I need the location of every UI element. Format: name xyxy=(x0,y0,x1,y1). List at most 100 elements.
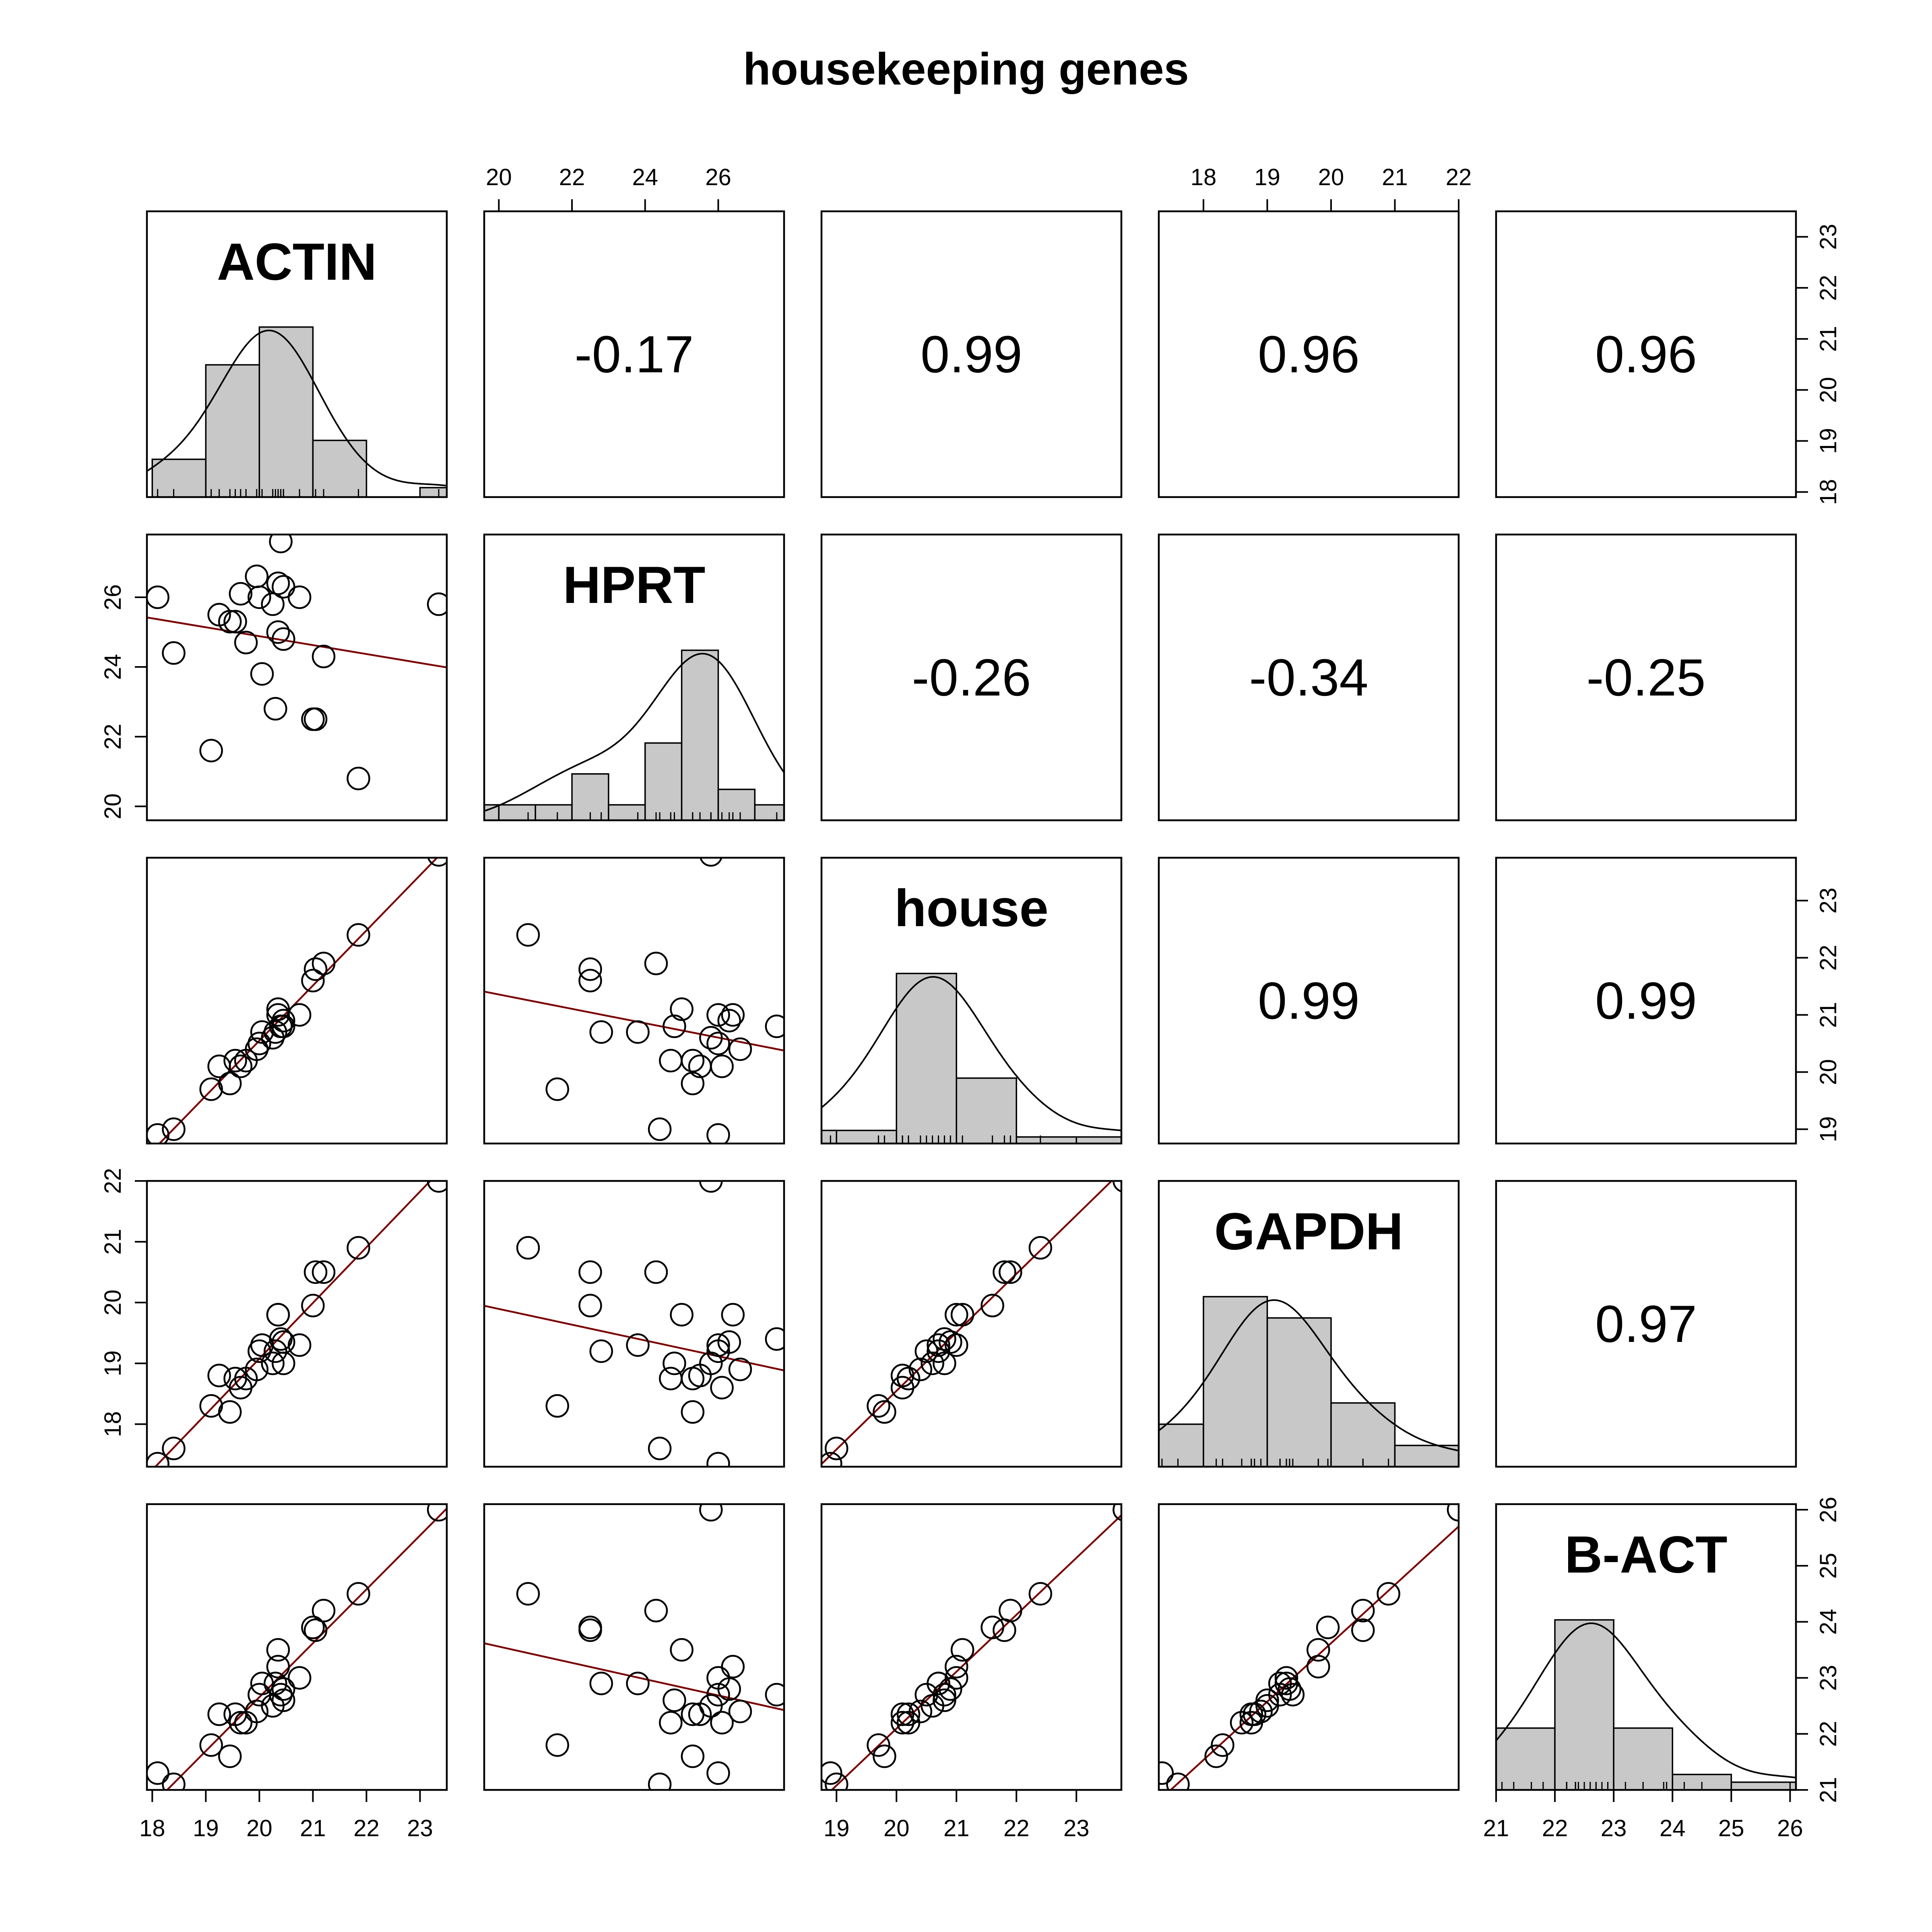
scatter-point xyxy=(896,1702,921,1726)
scatter-point xyxy=(648,1772,672,1790)
histogram xyxy=(1159,1296,1459,1467)
histogram xyxy=(147,326,447,497)
scatter-point xyxy=(266,1655,290,1678)
scatter-point xyxy=(312,952,336,975)
scatter-point xyxy=(699,1026,723,1050)
variable-label: ACTIN xyxy=(217,232,377,291)
histogram-bar xyxy=(1159,1423,1204,1467)
scatter-point xyxy=(1028,1236,1053,1260)
correlation-label: 0.99 xyxy=(1595,971,1697,1030)
x-axis-B-ACT: 21 22 23 24 25 26 xyxy=(1483,1789,1803,1841)
tick-label: 22 xyxy=(559,164,585,190)
tick-label: 26 xyxy=(1815,1497,1841,1523)
scatter-point xyxy=(347,1236,370,1260)
scatter-point xyxy=(1166,1772,1190,1790)
scatter xyxy=(1159,1504,1459,1790)
scatter-point xyxy=(199,1733,223,1757)
correlation-label: -0.25 xyxy=(1586,648,1705,707)
scatter-point xyxy=(1307,1655,1330,1678)
scatter-point xyxy=(245,1699,268,1724)
y-axis-HPRT: 20 22 24 26 xyxy=(100,584,148,819)
tick-label: 19 xyxy=(824,1815,850,1841)
tick-label: 23 xyxy=(1601,1815,1627,1841)
density-curve xyxy=(822,976,1121,1131)
scatter-point xyxy=(1028,1582,1053,1606)
scatter-point xyxy=(427,1181,447,1193)
panel-frame xyxy=(1158,533,1460,822)
histogram-bar xyxy=(1330,1402,1396,1467)
scatter-point xyxy=(945,1333,968,1357)
panel-HPRT-HPRT: HPRT xyxy=(483,533,785,822)
panel-house-GAPDH: 0.99 xyxy=(1158,857,1460,1145)
x-axis-house: 19 20 21 22 23 xyxy=(824,1789,1090,1841)
tick-label: 20 xyxy=(1815,1059,1841,1085)
scatter-point xyxy=(266,1638,290,1662)
scatter-point xyxy=(699,1694,723,1718)
scatter-point xyxy=(234,631,258,654)
scatter-point xyxy=(218,610,242,634)
scatter-point xyxy=(921,1351,944,1375)
scatter-point xyxy=(287,1003,312,1027)
scatter-point xyxy=(223,1049,247,1073)
histogram-bar xyxy=(754,804,784,820)
scatter-point xyxy=(303,957,328,981)
tick-label: 22 xyxy=(1815,1721,1841,1747)
scatter-point xyxy=(1281,1683,1305,1707)
panel-frame xyxy=(146,1503,448,1791)
panel-GAPDH-HPRT xyxy=(483,1180,785,1468)
correlation-label: 0.99 xyxy=(921,325,1022,384)
scatter-point xyxy=(301,969,325,993)
scatter-point xyxy=(147,1761,169,1785)
correlation-label: -0.17 xyxy=(574,325,694,384)
panel-B-ACT-HPRT xyxy=(483,1503,785,1791)
scatter-point xyxy=(578,1260,602,1284)
scatter-point xyxy=(933,1327,956,1351)
tick-label: 23 xyxy=(1815,224,1841,250)
scatter-point xyxy=(706,1761,730,1785)
scatter-point xyxy=(250,1020,274,1044)
tick-label: 22 xyxy=(353,1815,380,1841)
scatter-point xyxy=(728,1699,752,1724)
scatter-point xyxy=(245,564,268,588)
panel-HPRT-B-ACT: -0.25 xyxy=(1495,533,1797,822)
tick-label: 22 xyxy=(1446,164,1472,190)
panel-HPRT-ACTIN xyxy=(146,533,448,822)
scatter-point xyxy=(271,1677,295,1701)
panel-frame xyxy=(820,210,1123,498)
scatter-point xyxy=(578,1294,602,1317)
scatter-point xyxy=(545,1394,569,1418)
histogram-bar xyxy=(205,364,260,497)
scatter-point xyxy=(271,1351,295,1375)
scatter xyxy=(484,858,784,1144)
scatter-point xyxy=(765,1683,784,1707)
density-curve xyxy=(1159,1299,1459,1452)
tick-label: 20 xyxy=(100,1290,126,1316)
panel-frame xyxy=(146,857,448,1145)
tick-label: 19 xyxy=(100,1350,126,1377)
tick-label: 20 xyxy=(246,1815,272,1841)
scatter-point xyxy=(659,1049,683,1073)
scatter-point xyxy=(890,1364,914,1387)
tick-label: 21 xyxy=(1483,1815,1509,1841)
histogram-bar xyxy=(608,804,646,820)
scatter-point xyxy=(688,1055,712,1078)
scatter-point xyxy=(218,1744,242,1768)
scatter-point xyxy=(890,1702,914,1726)
panel-house-B-ACT: 0.99 xyxy=(1495,857,1797,1145)
panel-frame xyxy=(1158,1180,1460,1468)
scatter-point xyxy=(1351,1618,1375,1642)
tick-label: 18 xyxy=(139,1815,165,1841)
tick-label: 26 xyxy=(705,164,731,190)
histogram-bar xyxy=(836,1129,897,1144)
histogram-bar xyxy=(1730,1781,1796,1790)
panel-ACTIN-ACTIN: ACTIN xyxy=(146,210,448,498)
scatter-point xyxy=(1211,1733,1234,1757)
scatter-point xyxy=(589,1339,613,1363)
tick-label: 20 xyxy=(1318,164,1344,190)
scatter-point xyxy=(162,1437,186,1460)
panel-B-ACT-ACTIN xyxy=(146,1503,448,1791)
scatter-point xyxy=(312,644,336,669)
scatter-point xyxy=(644,1260,668,1284)
panel-frame xyxy=(1495,1180,1797,1468)
scatter-point xyxy=(271,575,295,599)
